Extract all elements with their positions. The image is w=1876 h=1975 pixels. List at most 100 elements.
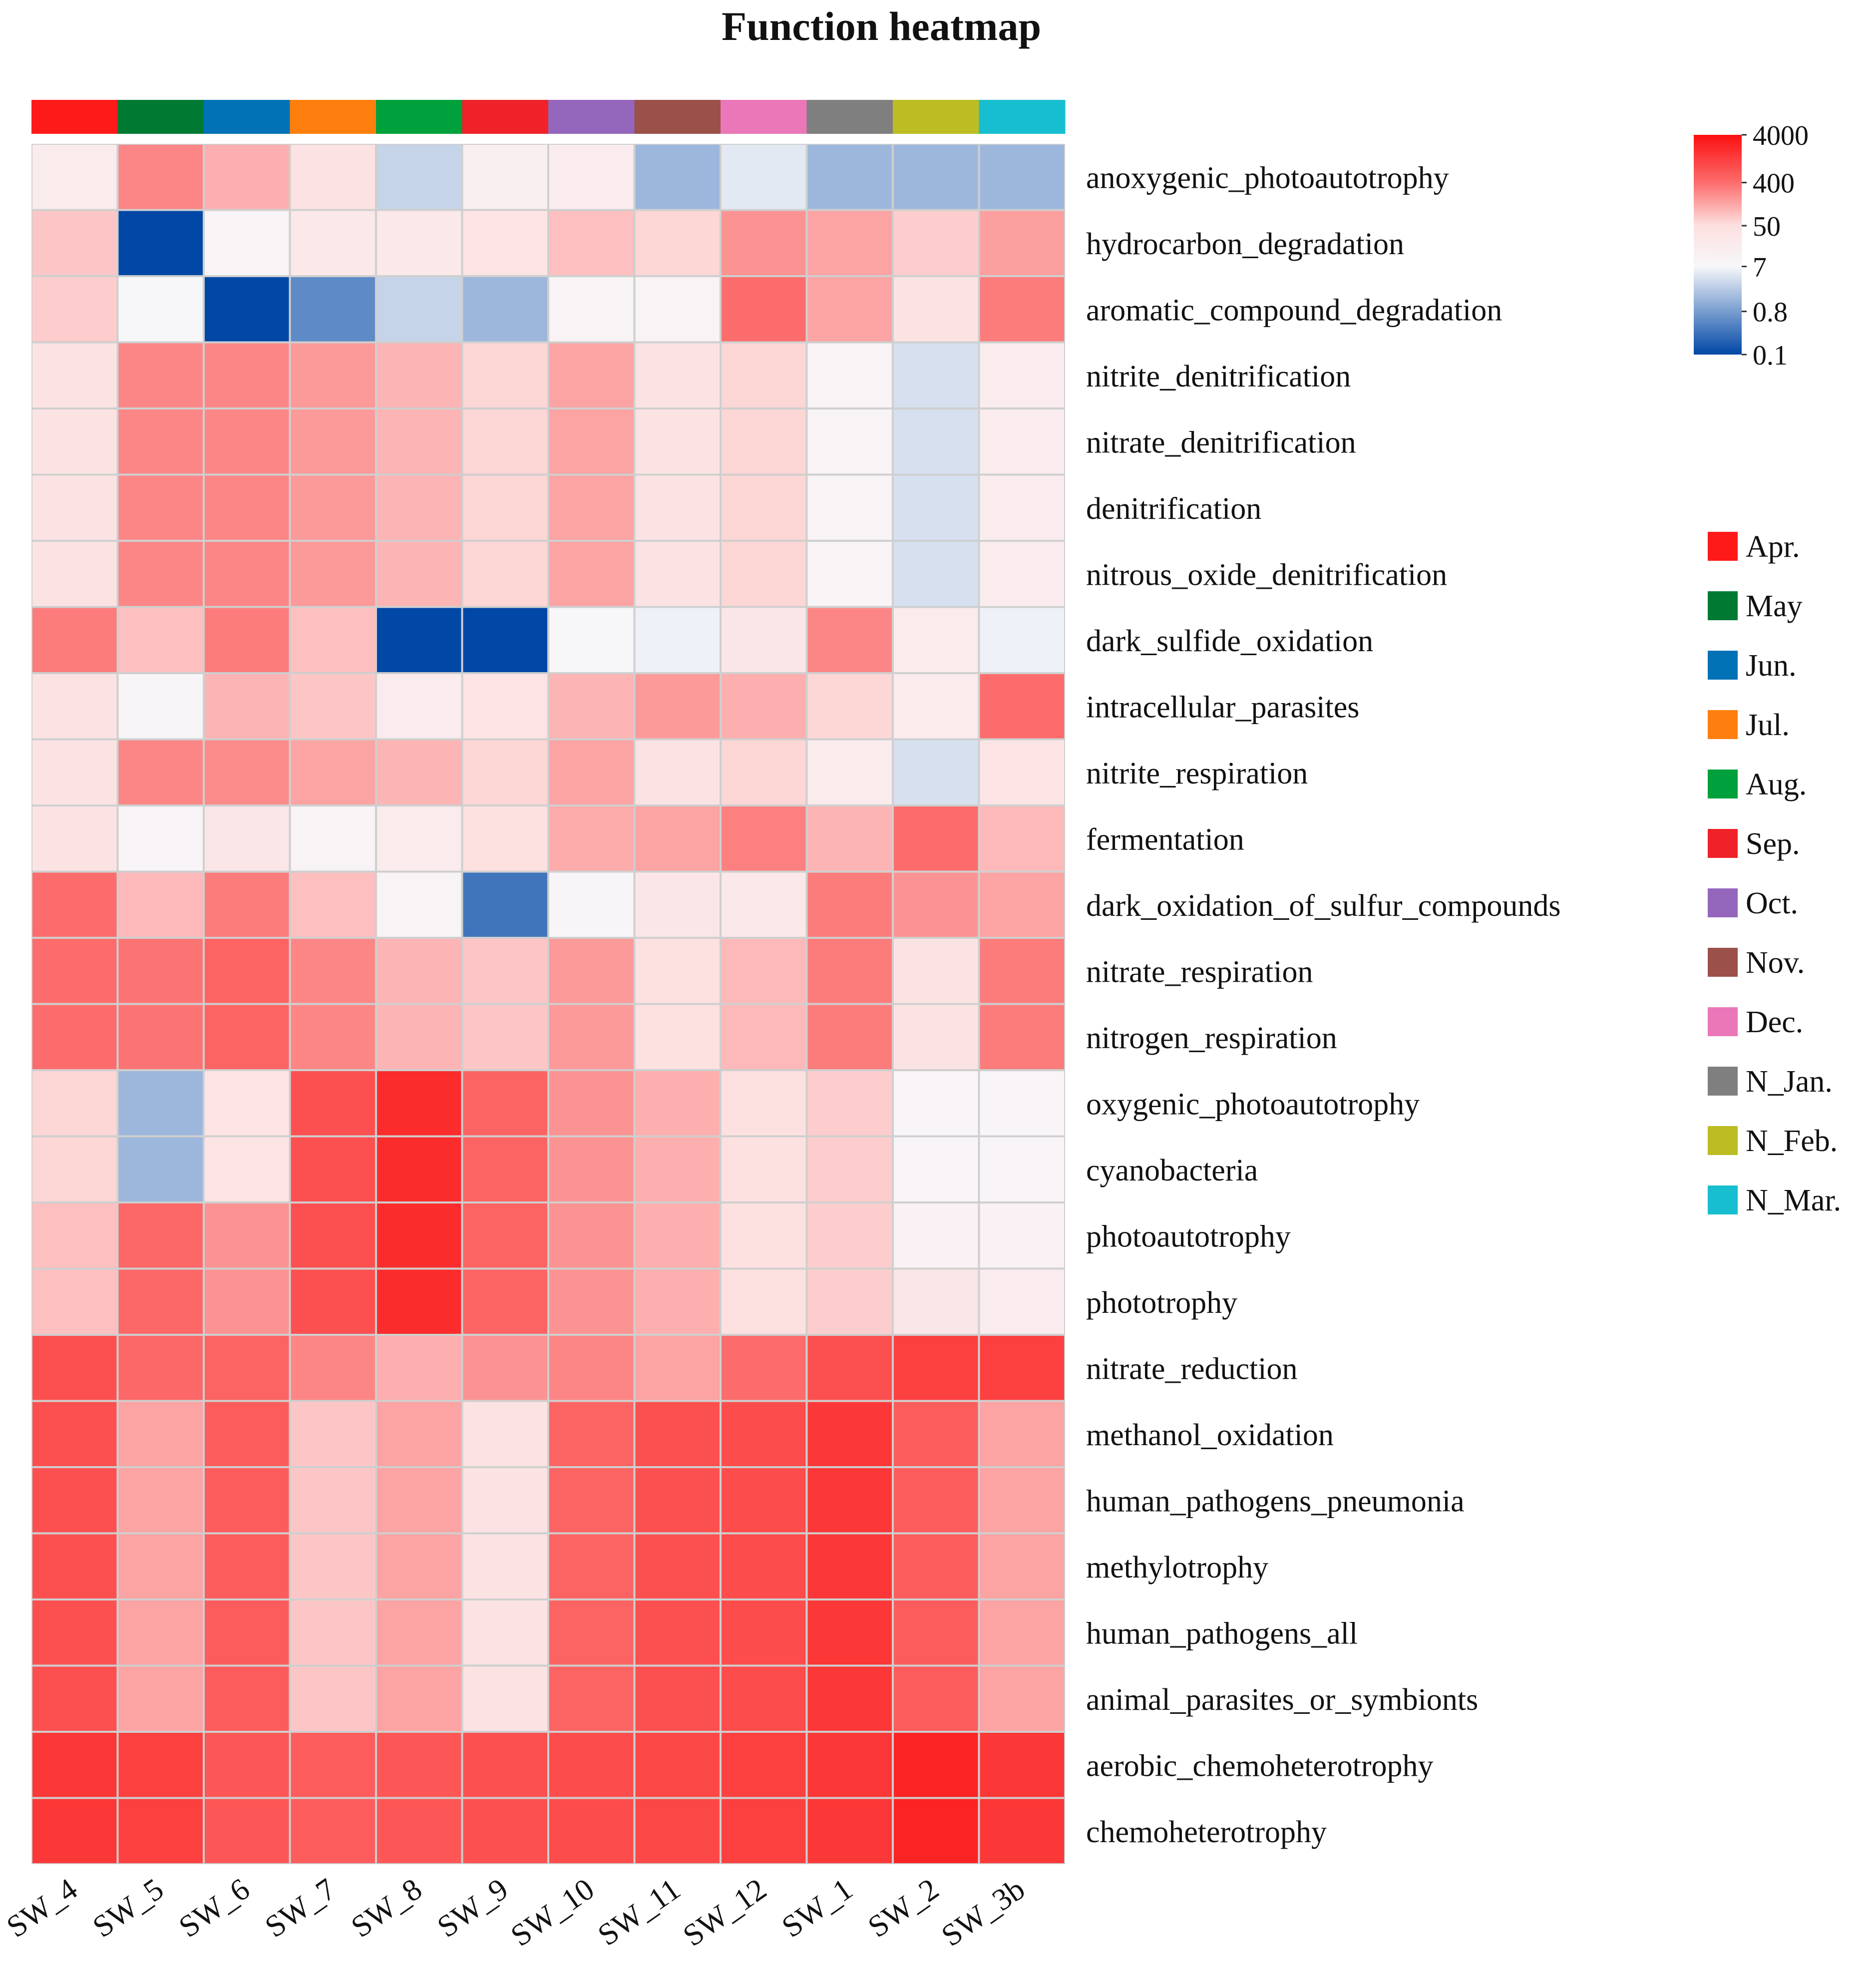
heatmap-cell: [291, 1402, 375, 1466]
heatmap-cell: [894, 542, 978, 606]
heatmap-cell: [463, 145, 547, 209]
heatmap-cell: [463, 1402, 547, 1466]
heatmap-cell: [377, 542, 461, 606]
group-bar-jul: [290, 100, 376, 134]
heatmap-cell: [635, 542, 720, 606]
heatmap-cell: [635, 1071, 720, 1136]
heatmap-cell: [894, 211, 978, 275]
heatmap-cell: [118, 1733, 203, 1797]
legend-label-n-mar: N_Mar.: [1746, 1184, 1841, 1217]
heatmap-cell: [463, 475, 547, 540]
row-label-intracellular-parasites: intracellular_parasites: [1086, 690, 1359, 724]
heatmap-cell: [463, 1071, 547, 1136]
row-label-nitrate-denitrification: nitrate_denitrification: [1086, 425, 1356, 459]
heatmap-cell: [549, 1666, 634, 1731]
heatmap-cell: [32, 608, 117, 672]
legend-label-nov: Nov.: [1746, 946, 1805, 980]
heatmap-cell: [118, 1137, 203, 1201]
color-scale-tick-label: 0.1: [1753, 340, 1788, 371]
column-label-sw-9: SW_9: [431, 1872, 514, 1945]
heatmap-cell: [291, 343, 375, 407]
column-label-sw-2: SW_2: [862, 1872, 945, 1945]
heatmap-cell: [549, 608, 634, 672]
heatmap-cell: [807, 1534, 892, 1598]
heatmap-cell: [205, 1071, 289, 1136]
row-label-aerobic-chemoheterotrophy: aerobic_chemoheterotrophy: [1086, 1749, 1433, 1783]
color-scale-tick-label: 400: [1753, 168, 1795, 199]
heatmap-cell: [463, 211, 547, 275]
heatmap-cell: [980, 542, 1064, 606]
heatmap-cell: [549, 740, 634, 804]
group-bar-n-mar: [979, 100, 1066, 134]
heatmap-cell: [635, 277, 720, 342]
heatmap-cell: [205, 1203, 289, 1268]
heatmap-cell: [32, 211, 117, 275]
heatmap-cell: [635, 1005, 720, 1069]
heatmap-cell: [291, 475, 375, 540]
heatmap-cell: [980, 409, 1064, 474]
column-label-sw-10: SW_10: [505, 1872, 600, 1953]
group-bar-may: [117, 100, 204, 134]
heatmap-cell: [377, 475, 461, 540]
heatmap-cell: [463, 409, 547, 474]
heatmap-cell: [807, 939, 892, 1003]
heatmap-cell: [377, 1600, 461, 1665]
heatmap-cell: [894, 343, 978, 407]
heatmap-cell: [377, 277, 461, 342]
color-scale-tick-label: 7: [1753, 252, 1767, 283]
heatmap-cells: [31, 144, 1065, 1864]
heatmap-cell: [635, 1600, 720, 1665]
heatmap-cell: [980, 674, 1064, 739]
heatmap-cell: [980, 343, 1064, 407]
heatmap-cell: [291, 1468, 375, 1533]
legend-swatch-oct: [1708, 888, 1738, 917]
heatmap-cell: [549, 343, 634, 407]
heatmap-cell: [807, 806, 892, 871]
heatmap-cell: [549, 674, 634, 739]
legend-swatch-jun: [1708, 651, 1738, 680]
heatmap-cell: [291, 1733, 375, 1797]
heatmap-cell: [722, 1468, 806, 1533]
heatmap-cell: [635, 1269, 720, 1334]
heatmap-cell: [377, 1336, 461, 1400]
heatmap-cell: [377, 608, 461, 672]
heatmap-cell: [894, 608, 978, 672]
heatmap-cell: [894, 277, 978, 342]
heatmap-cell: [291, 211, 375, 275]
heatmap-cell: [291, 1203, 375, 1268]
heatmap-cell: [377, 1799, 461, 1863]
row-label-methanol-oxidation: methanol_oxidation: [1086, 1418, 1334, 1452]
heatmap-cell: [205, 542, 289, 606]
heatmap-cell: [463, 806, 547, 871]
heatmap-cell: [32, 277, 117, 342]
heatmap-cell: [32, 1468, 117, 1533]
heatmap-cell: [118, 542, 203, 606]
heatmap-cell: [807, 1733, 892, 1797]
heatmap-cell: [291, 939, 375, 1003]
row-labels: anoxygenic_photoautotrophy hydrocarbon_de…: [1086, 161, 1561, 1849]
heatmap-cell: [463, 1203, 547, 1268]
heatmap-cell: [118, 1402, 203, 1466]
heatmap-cell: [549, 872, 634, 937]
heatmap-cell: [291, 872, 375, 937]
row-label-human-pathogens-pneumonia: human_pathogens_pneumonia: [1086, 1484, 1465, 1518]
heatmap-cell: [463, 542, 547, 606]
legend-swatch-sep: [1708, 829, 1738, 858]
heatmap-cell: [980, 872, 1064, 937]
heatmap-cell: [32, 1666, 117, 1731]
heatmap-cell: [118, 475, 203, 540]
heatmap-cell: [118, 1269, 203, 1334]
heatmap-cell: [291, 1137, 375, 1201]
legend-swatch-aug: [1708, 770, 1738, 798]
heatmap-cell: [32, 1402, 117, 1466]
group-bar-jun: [204, 100, 290, 134]
heatmap-cell: [463, 872, 547, 937]
heatmap-cell: [32, 1733, 117, 1797]
heatmap-cell: [894, 145, 978, 209]
column-group-annotation-bar: [31, 100, 1066, 134]
heatmap-cell: [463, 608, 547, 672]
row-label-anoxygenic-photoautotrophy: anoxygenic_photoautotrophy: [1086, 161, 1449, 195]
heatmap-cell: [291, 740, 375, 804]
heatmap-cell: [894, 872, 978, 937]
heatmap-cell: [807, 1071, 892, 1136]
